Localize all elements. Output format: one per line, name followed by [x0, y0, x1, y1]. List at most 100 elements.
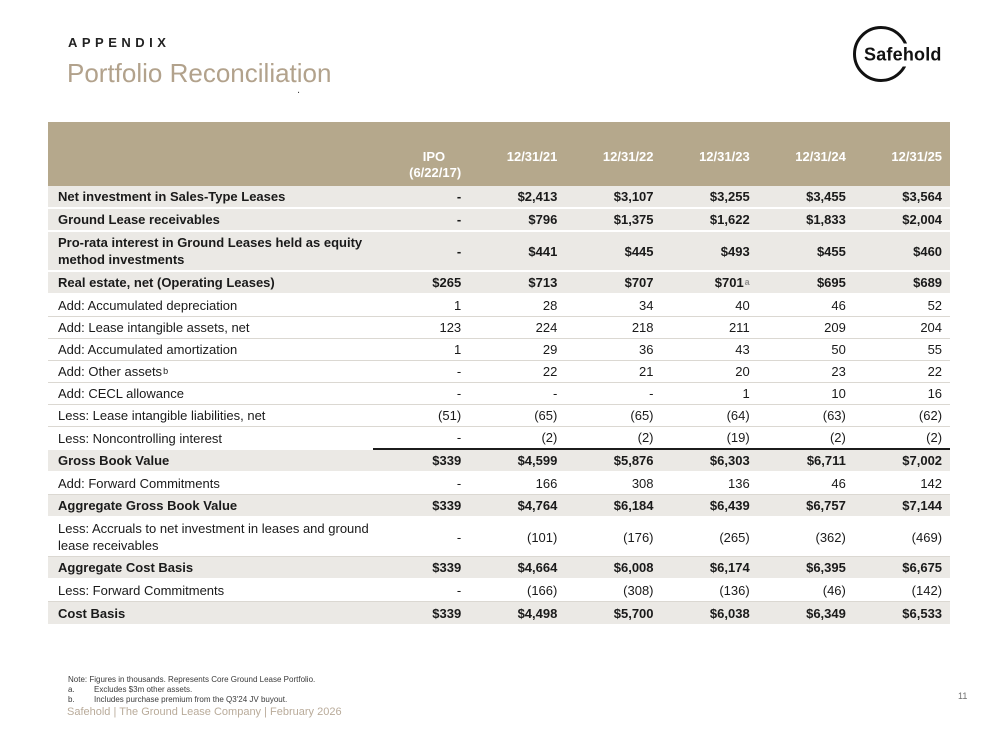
safehold-logo: Safehold — [853, 26, 944, 84]
row-values: $339 $4,599 $5,876 $6,303 $6,711 $7,002 — [373, 450, 950, 471]
row-label: Add: CECL allowance — [58, 386, 184, 401]
table-row: Real estate, net (Operating Leases) $265 $… — [48, 272, 950, 295]
cell-value: (362) — [815, 529, 846, 545]
cell-value: $5,876 — [613, 453, 654, 468]
table-row: Ground Lease receivables - $796 $1,375 $1,62… — [48, 209, 950, 232]
cell-value: (166) — [526, 583, 558, 598]
note-b-marker: b. — [68, 695, 75, 704]
cell-value: 224 — [535, 320, 558, 335]
cell-value: - — [456, 583, 462, 598]
cell-value: 40 — [735, 298, 750, 313]
cell-value: (2) — [637, 430, 654, 445]
footnotes: Note: Figures in thousands. Represents C… — [68, 675, 315, 705]
column-header: 12/31/22 — [602, 149, 654, 164]
cell-value: $339 — [432, 453, 462, 468]
row-label: Add: Accumulated amortization — [58, 342, 238, 357]
table-row: Add: Accumulated amortization 1 29 36 43 50 55 — [48, 339, 950, 361]
column-header: 12/31/21 — [506, 149, 558, 164]
page-number: 11 — [958, 691, 968, 701]
cell-value: (2) — [541, 430, 558, 445]
cell-value: $707 — [624, 275, 654, 290]
row-values: - $441 $445 $493 $455 $460 — [373, 232, 950, 270]
cell-value: 209 — [824, 320, 846, 335]
cell-value: (46) — [822, 583, 846, 598]
row-label: Add: Forward Commitments — [58, 476, 220, 491]
cell-value: 20 — [735, 364, 750, 379]
cell-value: - — [553, 386, 558, 401]
row-values: (51) (65) (65) (64) (63) (62) — [373, 405, 950, 426]
cell-value: (265) — [719, 529, 750, 545]
cell-value: $4,764 — [517, 498, 558, 513]
table-row: Add: Forward Commitments - 166 308 136 46 142 — [48, 473, 950, 495]
row-values: $339 $4,664 $6,008 $6,174 $6,395 $6,675 — [373, 557, 950, 578]
cell-value: $701 a — [714, 275, 750, 290]
row-label: Add: Other assets b — [58, 364, 169, 379]
cell-value: $689 — [913, 275, 943, 290]
cell-value: 166 — [535, 476, 558, 491]
table-row: Add: Lease intangible assets, net 123 224 2… — [48, 317, 950, 339]
table-body: Net investment in Sales-Type Leases - $2,4… — [48, 186, 950, 624]
cell-value: $4,498 — [517, 605, 558, 621]
cell-value: - — [456, 386, 462, 401]
row-label: Gross Book Value — [58, 453, 170, 468]
row-values: 123 224 218 211 209 204 — [373, 317, 950, 338]
cell-value: 29 — [542, 342, 558, 357]
row-label: Less: Forward Commitments — [58, 583, 225, 598]
cell-value: $3,455 — [806, 189, 846, 204]
row-label: Add: Lease intangible assets, net — [58, 320, 250, 335]
table-row: Gross Book Value $339 $4,599 $5,876 $6,303 $6… — [48, 450, 950, 473]
row-values: $339 $4,498 $5,700 $6,038 $6,349 $6,533 — [373, 602, 950, 624]
cell-value: (62) — [918, 408, 943, 423]
cell-value: $7,002 — [902, 453, 943, 468]
cell-value: (65) — [630, 408, 654, 423]
cell-value: 28 — [542, 298, 558, 313]
cell-value: $3,564 — [902, 189, 943, 204]
cell-value: 136 — [727, 476, 750, 491]
cell-value: 43 — [735, 342, 750, 357]
cell-value: $7,144 — [902, 498, 943, 513]
row-label: Less: Noncontrolling interest — [58, 431, 223, 446]
row-label: Pro-rata interest in Ground Leases held … — [58, 235, 363, 267]
cell-value: 218 — [631, 320, 654, 335]
row-label: Less: Accruals to net investment in leas… — [58, 521, 369, 553]
table-row: Less: Forward Commitments - (166) (308) (136… — [48, 580, 950, 602]
cell-value: $339 — [432, 560, 462, 575]
cell-value: $3,107 — [613, 189, 654, 204]
cell-value: $1,622 — [709, 212, 750, 227]
cell-value: 46 — [831, 298, 846, 313]
table-row: Add: CECL allowance - - - 1 10 16 — [48, 383, 950, 405]
cell-value: $6,008 — [613, 560, 654, 575]
cell-value: - — [456, 529, 462, 545]
cell-value: (136) — [719, 583, 750, 598]
row-values: 1 29 36 43 50 55 — [373, 339, 950, 360]
table-row: Pro-rata interest in Ground Leases held … — [48, 232, 950, 272]
cell-value: $339 — [432, 498, 462, 513]
table-row: Less: Noncontrolling interest - (2) (2) (19)… — [48, 427, 950, 450]
page-title: Portfolio Reconciliation — [67, 58, 332, 88]
cell-value: (63) — [822, 408, 846, 423]
portfolio-reconciliation-table: IPO (6/22/17) 12/31/21 12/31/22 12/31/23 12/3… — [48, 122, 950, 624]
table-row: Add: Other assets b - 22 21 20 23 22 — [48, 361, 950, 383]
row-label: Net investment in Sales-Type Leases — [58, 189, 286, 204]
cell-value: 21 — [639, 364, 654, 379]
row-values: - $796 $1,375 $1,622 $1,833 $2,004 — [373, 209, 950, 230]
cell-value: $796 — [528, 212, 558, 227]
row-label: Real estate, net (Operating Leases) — [58, 275, 275, 290]
cell-value: 1 — [453, 298, 462, 313]
table-row: Less: Accruals to net investment in leas… — [48, 518, 950, 557]
cell-value: 36 — [639, 342, 654, 357]
table-row: Net investment in Sales-Type Leases - $2,4… — [48, 186, 950, 209]
cell-value: - — [456, 189, 462, 204]
table-row: Aggregate Gross Book Value $339 $4,764 $6,1… — [48, 495, 950, 518]
cell-value: - — [456, 430, 462, 445]
cell-value: 211 — [728, 320, 750, 335]
column-headers: IPO (6/22/17) 12/31/21 12/31/22 12/31/23 12/3… — [373, 149, 950, 181]
cell-value: $6,395 — [806, 560, 846, 575]
row-values: - (2) (2) (19) (2) (2) — [373, 427, 950, 450]
cell-value: - — [456, 212, 462, 227]
note-a-text: Excludes $3m other assets. — [94, 685, 193, 694]
cell-value: $6,711 — [806, 453, 846, 468]
table-row: Cost Basis $339 $4,498 $5,700 $6,038 $6,349 $6… — [48, 602, 950, 624]
cell-value: 50 — [831, 342, 846, 357]
cell-value: (64) — [726, 408, 750, 423]
